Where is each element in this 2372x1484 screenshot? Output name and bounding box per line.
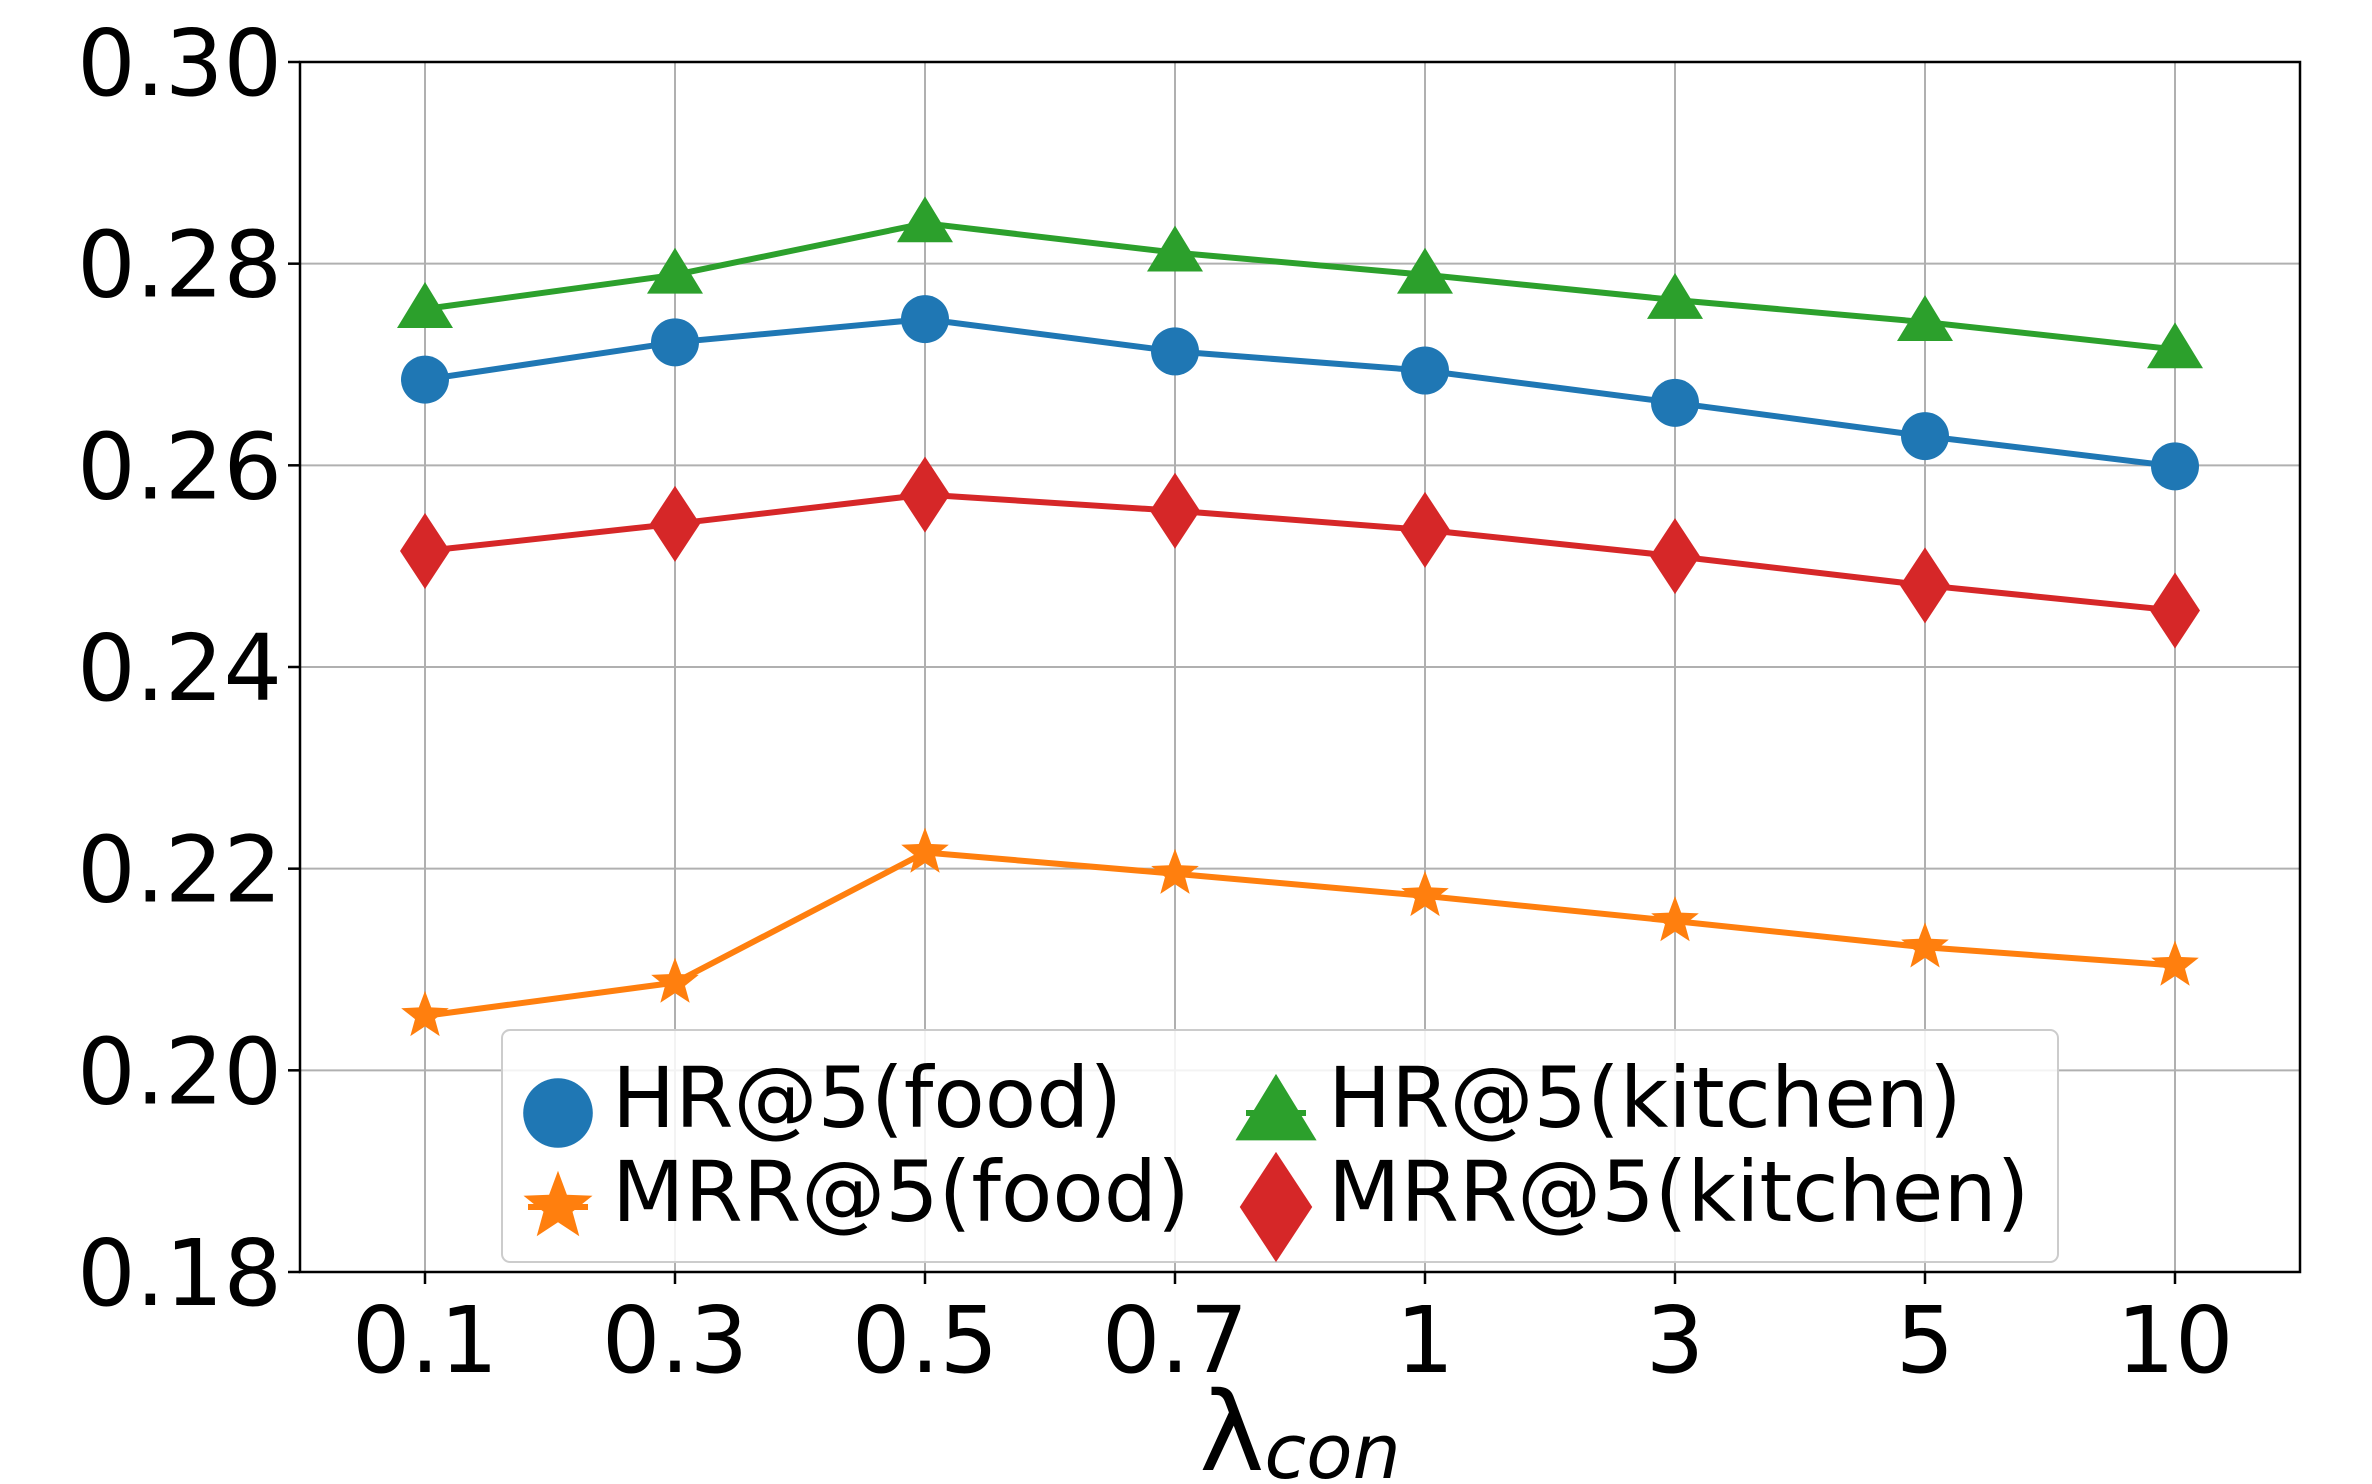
data-point-series-1 <box>1651 896 1699 942</box>
data-point-series-2 <box>1647 272 1703 319</box>
series-line-1 <box>424 849 2176 1019</box>
data-point-series-1 <box>2151 940 2199 986</box>
data-point-series-0 <box>1651 378 1699 427</box>
data-point-series-0 <box>1901 412 1949 461</box>
x-tick-label: 0.3 <box>602 1287 748 1394</box>
series-line-0 <box>424 316 2176 470</box>
y-tick-label: 0.24 <box>77 615 282 722</box>
y-tick-label: 0.26 <box>77 413 282 520</box>
legend-marker-circle <box>523 1078 593 1148</box>
data-point-series-1 <box>901 827 949 873</box>
series-line-3 <box>424 491 2176 614</box>
legend-item: HR@5(kitchen) <box>1235 1049 1962 1147</box>
y-tick-label: 0.22 <box>77 817 282 924</box>
data-point-series-2 <box>2147 322 2203 369</box>
data-point-series-1 <box>1151 848 1199 894</box>
y-tick-label: 0.30 <box>77 10 282 117</box>
data-point-series-0 <box>1401 346 1449 395</box>
legend-item: MRR@5(food) <box>523 1143 1190 1241</box>
legend-label: HR@5(kitchen) <box>1328 1049 1962 1147</box>
legend-label: MRR@5(kitchen) <box>1328 1143 2029 1241</box>
legend-label: HR@5(food) <box>612 1049 1122 1147</box>
x-tick-label: 0.1 <box>352 1287 498 1394</box>
data-point-series-2 <box>897 196 953 243</box>
data-point-series-0 <box>901 295 949 344</box>
legend-marker-diamond <box>1239 1151 1313 1263</box>
y-tick-label: 0.18 <box>77 1220 282 1327</box>
x-tick-label: 0.5 <box>852 1287 998 1394</box>
legend: HR@5(food)MRR@5(food) HR@5(kitchen)MRR@5(… <box>501 1029 2059 1263</box>
x-tick-label: 0.7 <box>1102 1287 1248 1394</box>
data-point-series-1 <box>651 957 699 1003</box>
x-tick-label: 5 <box>1896 1287 1955 1394</box>
y-tick-label: 0.20 <box>77 1018 282 1125</box>
data-point-series-2 <box>397 282 453 328</box>
data-point-series-1 <box>401 990 449 1037</box>
legend-item: MRR@5(kitchen) <box>1239 1143 2029 1263</box>
y-axis-ticks: 0.18 0.20 0.22 0.24 0.26 0.28 0.30 <box>77 10 300 1327</box>
data-point-series-3 <box>900 456 950 533</box>
data-point-series-2 <box>647 247 703 294</box>
legend-item: HR@5(food) <box>523 1049 1122 1148</box>
data-point-series-1 <box>1401 870 1449 917</box>
data-point-series-2 <box>1397 247 1453 294</box>
data-point-series-0 <box>2151 442 2199 491</box>
legend-label: MRR@5(food) <box>612 1143 1190 1241</box>
x-tick-label: 3 <box>1646 1287 1705 1394</box>
y-tick-label: 0.28 <box>77 212 282 319</box>
data-point-series-3 <box>2150 572 2200 649</box>
legend-marker-triangle <box>1235 1073 1317 1141</box>
series-lines <box>424 220 2176 1019</box>
x-axis-label-main: λ <box>1199 1368 1264 1484</box>
x-tick-label: 1 <box>1396 1287 1455 1394</box>
data-point-series-3 <box>1400 491 1450 568</box>
legend-box <box>501 1029 2059 1263</box>
data-point-series-3 <box>1650 518 1700 595</box>
data-point-series-1 <box>1901 922 1949 968</box>
data-point-series-2 <box>1147 225 1203 272</box>
data-point-series-2 <box>1897 295 1953 342</box>
data-point-series-0 <box>401 355 449 404</box>
x-axis-label: λcon <box>1199 1368 1401 1484</box>
series-markers <box>397 196 2203 1037</box>
x-tick-label: 10 <box>2116 1287 2233 1394</box>
legend-marker-star <box>523 1170 593 1237</box>
x-axis-ticks: 0.1 0.3 0.5 0.7 1 3 5 10 <box>352 1272 2234 1394</box>
data-point-series-3 <box>400 513 450 590</box>
data-point-series-3 <box>1150 472 1200 549</box>
data-point-series-0 <box>651 318 699 367</box>
series-line-2 <box>424 220 2176 353</box>
data-point-series-0 <box>1151 327 1199 376</box>
x-axis-label-subscript: con <box>1264 1407 1400 1484</box>
data-point-series-3 <box>650 485 700 562</box>
data-point-series-3 <box>1900 547 1950 624</box>
